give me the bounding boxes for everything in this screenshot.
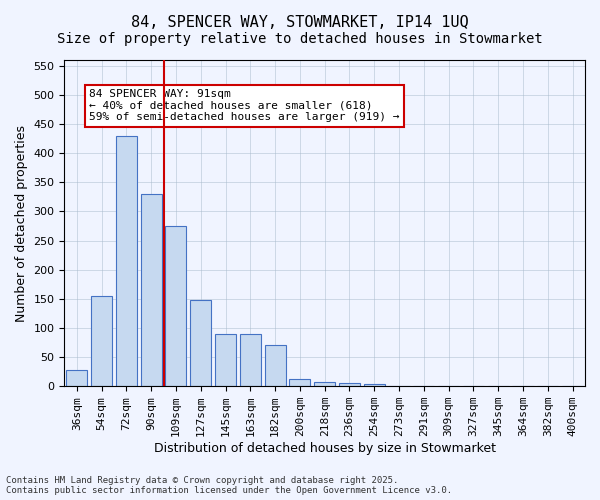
Text: 84, SPENCER WAY, STOWMARKET, IP14 1UQ: 84, SPENCER WAY, STOWMARKET, IP14 1UQ [131,15,469,30]
Text: Contains HM Land Registry data © Crown copyright and database right 2025.
Contai: Contains HM Land Registry data © Crown c… [6,476,452,495]
Text: 84 SPENCER WAY: 91sqm
← 40% of detached houses are smaller (618)
59% of semi-det: 84 SPENCER WAY: 91sqm ← 40% of detached … [89,89,400,122]
Bar [265,346,286,386]
Bar [166,226,187,386]
Bar [190,300,211,386]
Bar [240,334,261,386]
Text: Size of property relative to detached houses in Stowmarket: Size of property relative to detached ho… [57,32,543,46]
Bar [364,384,385,386]
Bar [116,136,137,386]
Bar [289,379,310,386]
Bar [215,334,236,386]
Bar [314,382,335,386]
X-axis label: Distribution of detached houses by size in Stowmarket: Distribution of detached houses by size … [154,442,496,455]
Bar [339,384,360,386]
Bar [140,194,162,386]
Y-axis label: Number of detached properties: Number of detached properties [15,124,28,322]
Bar [66,370,88,386]
Bar [91,296,112,386]
